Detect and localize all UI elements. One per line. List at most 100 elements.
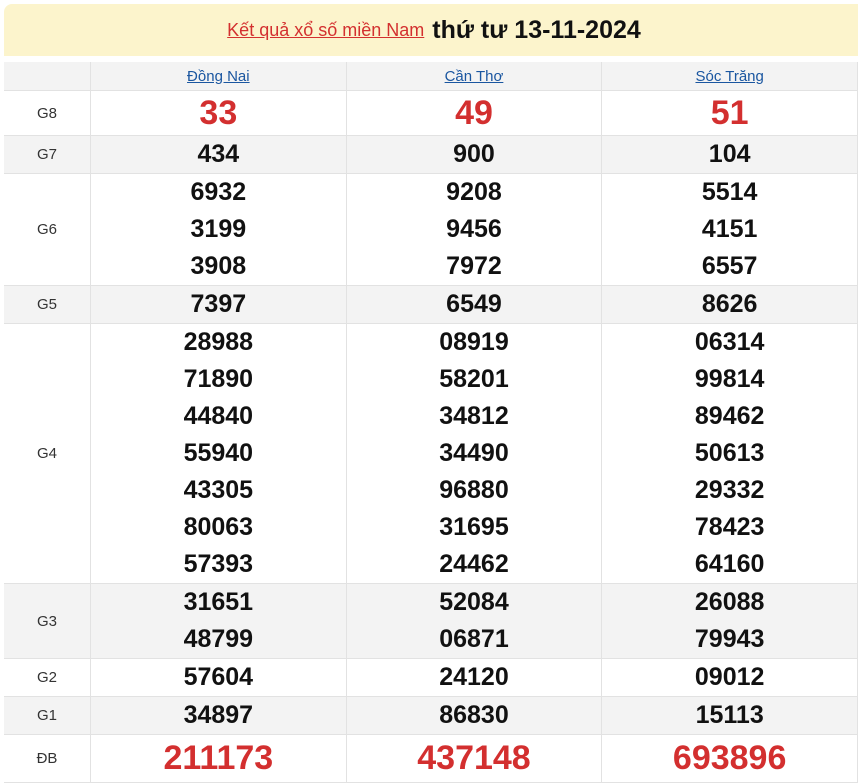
prize-number: 24120 <box>439 663 509 691</box>
prize-number: 57393 <box>183 550 254 578</box>
prize-number: 900 <box>453 140 495 168</box>
prize-number: 6549 <box>446 290 502 318</box>
prize-number: 79943 <box>694 625 765 653</box>
prize-number: 86830 <box>439 701 509 729</box>
prize-number: 52084 <box>439 588 509 616</box>
prize-label: G1 <box>4 696 91 735</box>
title-bar: Kết quả xổ số miền Nam thứ tư 13-11-2024 <box>4 4 858 56</box>
prize-cell: 9208 9456 7972 <box>346 173 603 286</box>
prize-number: 96880 <box>439 476 509 504</box>
prize-number: 4151 <box>701 215 758 243</box>
prize-number: 7397 <box>190 290 247 318</box>
corner-cell <box>4 62 91 91</box>
prize-cell: 51 <box>601 90 858 136</box>
province-link[interactable]: Cần Thơ <box>444 67 504 85</box>
prize-number: 44840 <box>183 402 254 430</box>
prize-number: 06871 <box>439 625 509 653</box>
prize-cell: 57604 <box>90 658 347 697</box>
prize-number: 48799 <box>183 625 254 653</box>
draw-date: thứ tư 13-11-2024 <box>432 15 641 44</box>
prize-number: 211173 <box>163 739 274 777</box>
prize-cell: 437148 <box>346 734 603 783</box>
prize-number: 3199 <box>190 215 247 243</box>
prize-number: 31651 <box>183 588 254 616</box>
prize-number: 6557 <box>701 252 758 280</box>
prize-number: 50613 <box>694 439 765 467</box>
prize-number: 51 <box>710 94 749 132</box>
prize-cell: 33 <box>90 90 347 136</box>
prize-cell: 900 <box>346 135 603 174</box>
prize-cell: 24120 <box>346 658 603 697</box>
results-table: Đồng Nai Cần Thơ Sóc Trăng G8 33 49 51 G7 434… <box>4 62 858 783</box>
prize-row: G2 57604 24120 09012 <box>4 658 858 697</box>
prize-cell: 26088 79943 <box>601 583 858 659</box>
prize-cell: 86830 <box>346 696 603 735</box>
prize-row: ĐB 211173 437148 693896 <box>4 734 858 783</box>
prize-cell: 7397 <box>90 285 347 324</box>
prize-number: 34897 <box>183 701 254 729</box>
prize-cell: 06314 99814 89462 50613 29332 78423 64160 <box>601 323 858 584</box>
prize-row: G3 31651 48799 52084 06871 26088 79943 <box>4 583 858 659</box>
prize-row: G1 34897 86830 15113 <box>4 696 858 735</box>
prize-label: ĐB <box>4 734 91 783</box>
prize-cell: 31651 48799 <box>90 583 347 659</box>
province-header: Đồng Nai <box>90 62 347 91</box>
prize-cell: 52084 06871 <box>346 583 603 659</box>
prize-row: G6 6932 3199 3908 9208 9456 7972 5514 4151 6557 <box>4 173 858 286</box>
prize-cell: 104 <box>601 135 858 174</box>
prize-cell: 211173 <box>90 734 347 783</box>
prize-number: 55940 <box>183 439 254 467</box>
prize-number: 24462 <box>439 550 509 578</box>
prize-number: 9456 <box>446 215 502 243</box>
prize-label: G7 <box>4 135 91 174</box>
results-link[interactable]: Kết quả xổ số miền Nam <box>227 19 425 40</box>
prize-cell: 434 <box>90 135 347 174</box>
prize-number: 7972 <box>446 252 502 280</box>
prize-cell: 5514 4151 6557 <box>601 173 858 286</box>
prize-cell: 693896 <box>601 734 858 783</box>
prize-number: 29332 <box>694 476 765 504</box>
prize-number: 693896 <box>672 739 787 777</box>
prize-row: G7 434 900 104 <box>4 135 858 174</box>
prize-cell: 6549 <box>346 285 603 324</box>
prize-number: 80063 <box>183 513 254 541</box>
prize-number: 71890 <box>183 365 254 393</box>
prize-number: 8626 <box>701 290 758 318</box>
prize-number: 34490 <box>439 439 509 467</box>
prize-number: 64160 <box>694 550 765 578</box>
prize-number: 28988 <box>183 328 254 356</box>
prize-number: 49 <box>455 94 493 132</box>
prize-cell: 34897 <box>90 696 347 735</box>
prize-label: G5 <box>4 285 91 324</box>
prize-number: 08919 <box>439 328 509 356</box>
prize-label: G3 <box>4 583 91 659</box>
prize-number: 43305 <box>183 476 254 504</box>
prize-row: G5 7397 6549 8626 <box>4 285 858 324</box>
prize-number: 26088 <box>694 588 765 616</box>
prize-number: 89462 <box>694 402 765 430</box>
prize-number: 99814 <box>694 365 765 393</box>
prize-row: G4 28988 71890 44840 55940 43305 80063 57393 089… <box>4 323 858 584</box>
prize-number: 78423 <box>694 513 765 541</box>
prize-cell: 08919 58201 34812 34490 96880 31695 24462 <box>346 323 603 584</box>
prize-number: 34812 <box>439 402 509 430</box>
prize-number: 434 <box>197 140 240 168</box>
prize-number: 31695 <box>439 513 509 541</box>
prize-cell: 15113 <box>601 696 858 735</box>
prize-number: 58201 <box>439 365 509 393</box>
province-header-row: Đồng Nai Cần Thơ Sóc Trăng <box>4 62 858 91</box>
prize-cell: 8626 <box>601 285 858 324</box>
prize-number: 437148 <box>417 739 531 777</box>
prize-label: G2 <box>4 658 91 697</box>
prize-label: G6 <box>4 173 91 286</box>
province-header: Cần Thơ <box>346 62 603 91</box>
prize-number: 6932 <box>190 178 247 206</box>
province-header: Sóc Trăng <box>601 62 858 91</box>
prize-number: 06314 <box>694 328 765 356</box>
prize-number: 33 <box>199 94 238 132</box>
province-link[interactable]: Sóc Trăng <box>695 67 764 85</box>
province-link[interactable]: Đồng Nai <box>187 67 250 85</box>
prize-number: 57604 <box>183 663 254 691</box>
prize-number: 3908 <box>190 252 247 280</box>
prize-number: 104 <box>708 140 751 168</box>
